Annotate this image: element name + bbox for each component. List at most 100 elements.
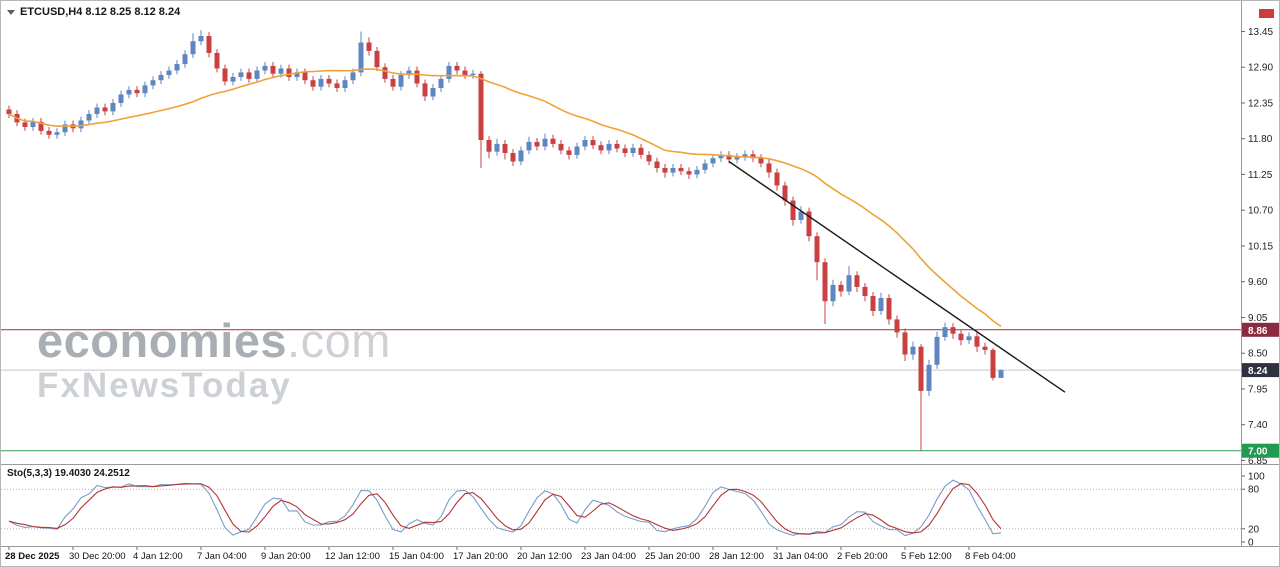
symbol-info: ETCUSD,H4 8.12 8.25 8.12 8.24	[7, 6, 180, 18]
candle-body	[446, 65, 452, 79]
candle-body	[38, 121, 44, 131]
candle-body	[894, 319, 900, 333]
candle-body	[910, 346, 916, 355]
candle-body	[518, 150, 524, 162]
candle-body	[374, 50, 380, 68]
candle-body	[406, 70, 412, 76]
candle-body	[870, 296, 876, 311]
time-axis-label: 31 Jan 04:00	[773, 551, 828, 562]
time-axis-label: 4 Jan 12:00	[133, 551, 183, 562]
candle-body	[966, 336, 972, 341]
time-axis-label: 25 Jan 20:00	[645, 551, 700, 562]
candle-body	[54, 132, 60, 135]
time-axis-label: 28 Jan 12:00	[709, 551, 764, 562]
symbol-ohlc-text: ETCUSD,H4 8.12 8.25 8.12 8.24	[20, 6, 181, 18]
candle-body	[302, 72, 308, 81]
candle-body	[94, 107, 100, 114]
time-axis-label: 30 Dec 20:00	[69, 551, 126, 562]
stochastic-scale-label: 20	[1248, 524, 1260, 535]
price-axis-label: 6.85	[1248, 456, 1268, 467]
candle-body	[574, 146, 580, 155]
candle-body	[622, 148, 628, 153]
price-tag	[1242, 363, 1279, 378]
candle-body	[126, 89, 132, 95]
time-axis-label: 28 Dec 2025	[5, 551, 60, 562]
candle-body	[278, 68, 284, 74]
candle-body	[838, 284, 844, 292]
candle-body	[206, 36, 212, 53]
candle-body	[494, 143, 500, 152]
price-tag	[1242, 322, 1279, 337]
candle-body	[22, 122, 28, 127]
candle-body	[390, 78, 396, 87]
price-axis-label: 12.35	[1248, 99, 1273, 110]
moving-average-line	[8, 68, 1002, 328]
price-axis: 13.45 12.90 12.35 11.80 11.25 10.70 10.15 9.60 9…	[1, 1, 1279, 547]
candle-body	[534, 141, 540, 147]
candle-body	[158, 75, 164, 81]
trendline-layer[interactable]	[728, 160, 1066, 393]
price-axis-label: 9.60	[1248, 277, 1268, 288]
candle-body	[142, 85, 148, 94]
price-axis-label: 11.25	[1248, 170, 1273, 181]
time-axis-label: 12 Jan 12:00	[325, 551, 380, 562]
candle-body	[814, 236, 820, 263]
stochastic-panel: 100 80 20 0	[1, 472, 1265, 549]
trendline[interactable]	[728, 160, 1066, 393]
candle-body	[662, 168, 668, 173]
candle-body	[222, 68, 228, 82]
candle-body	[438, 78, 444, 88]
candle-body	[958, 333, 964, 341]
time-axis-label: 20 Jan 12:00	[517, 551, 572, 562]
candle-body	[566, 150, 572, 155]
candle-body	[926, 364, 932, 391]
candle-body	[638, 147, 644, 155]
price-axis-label: 13.45	[1248, 27, 1273, 38]
candle-body	[982, 346, 988, 350]
candle-body	[678, 168, 684, 172]
candle-body	[310, 80, 316, 87]
time-axis-label: 17 Jan 20:00	[453, 551, 508, 562]
candle-body	[366, 42, 372, 51]
symbol-dropdown-icon[interactable]	[7, 10, 15, 15]
candle-body	[470, 73, 476, 75]
candle-body	[806, 211, 812, 237]
candle-body	[182, 54, 188, 64]
time-axis-label: 9 Jan 20:00	[261, 551, 311, 562]
candle-body	[950, 327, 956, 334]
candle-body	[358, 42, 364, 73]
candle-body	[422, 83, 428, 97]
candle-body	[214, 52, 220, 69]
candle-body	[246, 72, 252, 79]
candle-body	[454, 65, 460, 71]
candle-body	[974, 336, 980, 347]
ma-line-layer	[8, 68, 1002, 328]
candle-body	[350, 72, 356, 81]
candle-body	[550, 138, 556, 144]
price-axis-label: 10.15	[1248, 241, 1273, 252]
candle-body	[846, 275, 852, 292]
candle-body	[862, 286, 868, 296]
candle-body	[702, 163, 708, 170]
candle-body	[166, 70, 172, 76]
time-axis-label: 15 Jan 04:00	[389, 551, 444, 562]
candle-body	[694, 169, 700, 175]
candle-body	[630, 147, 636, 153]
time-axis-label: 23 Jan 04:00	[581, 551, 636, 562]
candle-body	[526, 141, 532, 151]
candle-body	[102, 107, 108, 112]
stochastic-signal-line	[8, 482, 1002, 535]
time-axis-label: 7 Jan 04:00	[197, 551, 247, 562]
candle-body	[670, 168, 676, 173]
candle-body	[150, 80, 156, 86]
candle-body	[254, 70, 260, 79]
candle-body	[558, 143, 564, 151]
candle-body	[46, 130, 52, 135]
stochastic-scale-label: 100	[1248, 472, 1265, 483]
candle-body	[998, 370, 1004, 378]
candle-body	[118, 94, 124, 103]
candle-body	[510, 153, 516, 162]
horizontal-lines-layer[interactable]	[1, 329, 1241, 452]
candle-body	[478, 73, 484, 140]
